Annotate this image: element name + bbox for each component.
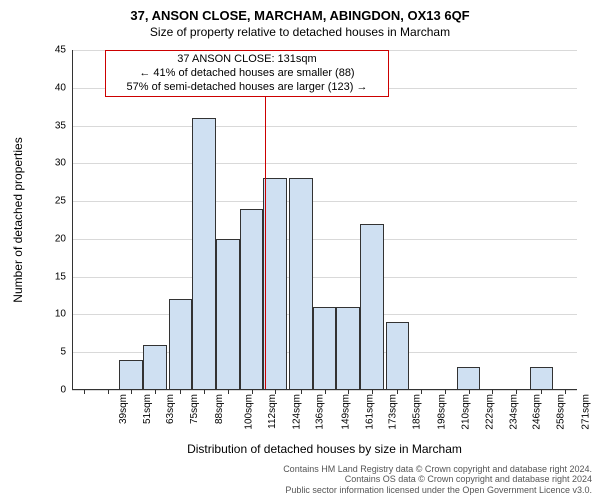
x-tick-label: 39sqm	[118, 394, 129, 424]
y-tick-label: 35	[55, 120, 72, 131]
footer-line-3: Public sector information licensed under…	[283, 485, 592, 496]
x-tick-label: 75sqm	[189, 394, 200, 424]
x-tick-mark	[301, 390, 302, 394]
footer-attribution: Contains HM Land Registry data © Crown c…	[283, 464, 592, 496]
histogram-bar	[313, 307, 337, 390]
x-tick-label: 258sqm	[555, 394, 566, 430]
x-tick-label: 63sqm	[165, 394, 176, 424]
x-tick-label: 161sqm	[364, 394, 375, 430]
grid-line	[72, 277, 577, 278]
x-tick-mark	[108, 390, 109, 394]
histogram-bar	[263, 178, 287, 390]
y-tick-label: 15	[55, 271, 72, 282]
annotation-line-3: 57% of semi-detached houses are larger (…	[112, 81, 382, 95]
y-tick-label: 25	[55, 196, 72, 207]
histogram-bar	[216, 239, 240, 390]
x-tick-mark	[541, 390, 542, 394]
annotation-line-2: ← 41% of detached houses are smaller (88…	[112, 67, 382, 81]
chart-container: 37, ANSON CLOSE, MARCHAM, ABINGDON, OX13…	[0, 0, 600, 500]
y-tick-label: 5	[60, 347, 72, 358]
x-tick-label: 173sqm	[388, 394, 399, 430]
y-axis-line	[72, 50, 73, 390]
x-tick-label: 210sqm	[461, 394, 472, 430]
histogram-bar	[289, 178, 313, 390]
histogram-bar	[530, 367, 554, 390]
histogram-bar	[143, 345, 167, 390]
histogram-bar	[386, 322, 410, 390]
histogram-bar	[119, 360, 143, 390]
x-tick-label: 100sqm	[244, 394, 255, 430]
x-tick-mark	[131, 390, 132, 394]
grid-line	[72, 163, 577, 164]
x-tick-mark	[397, 390, 398, 394]
reference-line	[265, 50, 266, 390]
x-tick-label: 222sqm	[484, 394, 495, 430]
histogram-bar	[240, 209, 264, 390]
histogram-bar	[360, 224, 384, 390]
x-tick-label: 51sqm	[142, 394, 153, 424]
x-tick-mark	[469, 390, 470, 394]
grid-line	[72, 239, 577, 240]
x-tick-mark	[325, 390, 326, 394]
x-tick-label: 198sqm	[437, 394, 448, 430]
y-tick-label: 30	[55, 158, 72, 169]
x-tick-mark	[84, 390, 85, 394]
y-tick-label: 45	[55, 45, 72, 56]
annotation-line-1: 37 ANSON CLOSE: 131sqm	[112, 53, 382, 67]
x-tick-label: 112sqm	[267, 394, 278, 429]
x-tick-mark	[228, 390, 229, 394]
grid-line	[72, 126, 577, 127]
x-tick-label: 124sqm	[291, 394, 302, 430]
x-tick-mark	[445, 390, 446, 394]
y-tick-label: 10	[55, 309, 72, 320]
x-tick-mark	[565, 390, 566, 394]
histogram-bar	[336, 307, 360, 390]
x-tick-mark	[516, 390, 517, 394]
x-tick-label: 185sqm	[411, 394, 422, 430]
x-tick-mark	[348, 390, 349, 394]
x-tick-label: 271sqm	[581, 394, 592, 430]
x-tick-label: 88sqm	[215, 394, 226, 424]
annotation-box: 37 ANSON CLOSE: 131sqm ← 41% of detached…	[105, 50, 389, 97]
x-tick-label: 234sqm	[508, 394, 519, 430]
y-tick-label: 0	[60, 385, 72, 396]
x-tick-label: 136sqm	[315, 394, 326, 430]
y-axis-label: Number of detached properties	[11, 137, 25, 302]
x-tick-mark	[372, 390, 373, 394]
x-tick-mark	[421, 390, 422, 394]
footer-line-1: Contains HM Land Registry data © Crown c…	[283, 464, 592, 475]
chart-title: 37, ANSON CLOSE, MARCHAM, ABINGDON, OX13…	[0, 0, 600, 23]
histogram-bar	[192, 118, 216, 390]
chart-plot-area: 05101520253035404539sqm51sqm63sqm75sqm88…	[72, 50, 577, 390]
x-axis-label: Distribution of detached houses by size …	[187, 442, 462, 456]
x-tick-mark	[180, 390, 181, 394]
x-tick-label: 149sqm	[340, 394, 351, 430]
y-tick-label: 20	[55, 233, 72, 244]
histogram-bar	[169, 299, 193, 390]
histogram-bar	[457, 367, 481, 390]
x-tick-mark	[204, 390, 205, 394]
x-tick-mark	[155, 390, 156, 394]
y-tick-label: 40	[55, 82, 72, 93]
x-tick-mark	[492, 390, 493, 394]
footer-line-2: Contains OS data © Crown copyright and d…	[283, 474, 592, 485]
x-tick-mark	[252, 390, 253, 394]
x-tick-mark	[275, 390, 276, 394]
chart-subtitle: Size of property relative to detached ho…	[0, 23, 600, 39]
grid-line	[72, 201, 577, 202]
x-tick-label: 246sqm	[532, 394, 543, 430]
